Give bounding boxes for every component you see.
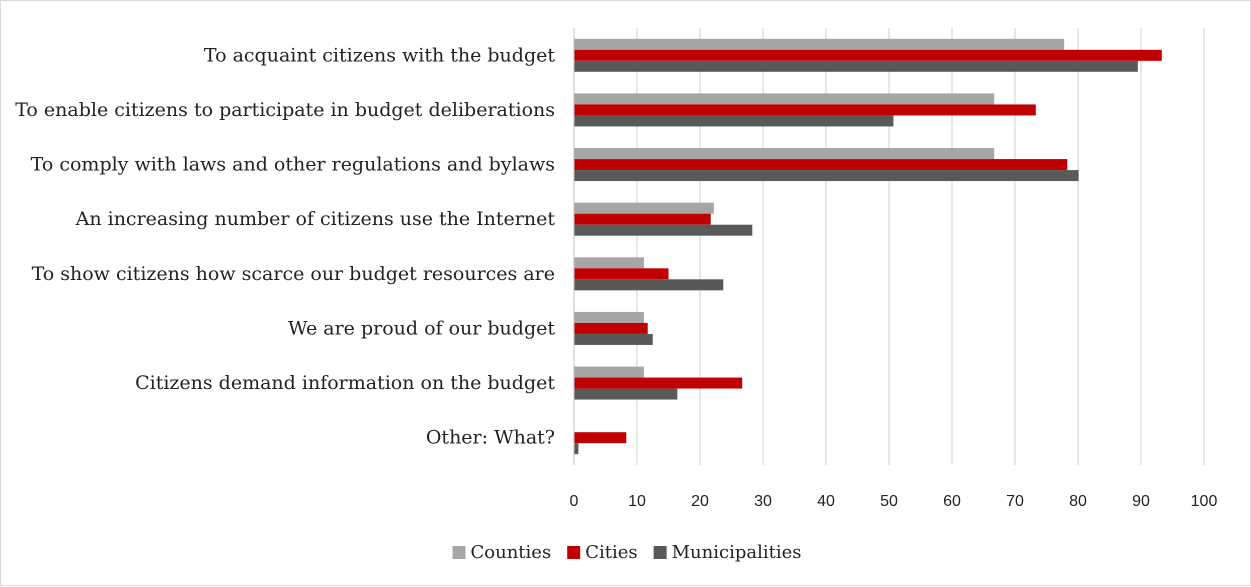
bar-counties — [574, 38, 1065, 50]
x-tick-label: 40 — [817, 493, 835, 510]
bar-counties — [574, 366, 644, 378]
bar-cities — [574, 49, 1162, 61]
bar-counties — [574, 257, 644, 269]
bar-municipalities — [574, 115, 894, 127]
bar-counties — [574, 311, 644, 323]
x-tick-label: 90 — [1132, 493, 1150, 510]
category-label: To enable citizens to participate in bud… — [15, 99, 555, 121]
x-tick-label: 70 — [1006, 493, 1024, 510]
x-tick-label: 80 — [1069, 493, 1087, 510]
bar-counties — [574, 93, 995, 105]
x-tick-label: 30 — [754, 493, 772, 510]
x-tick-label: 100 — [1191, 493, 1218, 510]
bar-municipalities — [574, 170, 1079, 182]
x-tick-label: 50 — [880, 493, 898, 510]
bar-counties — [574, 202, 714, 214]
bar-cities — [574, 268, 669, 280]
x-tick-label: 60 — [943, 493, 961, 510]
legend-swatch-counties — [452, 546, 466, 559]
bar-cities — [574, 377, 743, 389]
category-label: An increasing number of citizens use the… — [75, 208, 556, 230]
bar-cities — [574, 159, 1068, 171]
x-tick-label: 20 — [691, 493, 709, 510]
bar-counties — [574, 148, 995, 160]
category-label: To show citizens how scarce our budget r… — [32, 263, 555, 285]
bar-municipalities — [574, 388, 678, 400]
bar-municipalities — [574, 443, 579, 455]
bar-cities — [574, 322, 648, 334]
legend-label-municipalities: Municipalities — [672, 542, 802, 563]
x-tick-label: 0 — [570, 493, 579, 510]
bar-cities — [574, 213, 711, 225]
category-label: Citizens demand information on the budge… — [135, 372, 555, 394]
legend-label-cities: Cities — [585, 542, 637, 563]
bar-municipalities — [574, 333, 653, 345]
legend-swatch-municipalities — [653, 546, 667, 559]
category-label: To comply with laws and other regulation… — [31, 154, 555, 176]
bar-municipalities — [574, 224, 753, 236]
bar-cities — [574, 104, 1036, 116]
bar-municipalities — [574, 279, 724, 291]
bar-cities — [574, 432, 627, 444]
x-tick-label: 10 — [628, 493, 646, 510]
legend-swatch-cities — [567, 546, 581, 559]
bar-municipalities — [574, 60, 1138, 72]
category-label: To acquaint citizens with the budget — [204, 44, 555, 66]
category-label: Other: What? — [426, 427, 555, 449]
category-label: We are proud of our budget — [288, 317, 555, 339]
legend-label-counties: Counties — [471, 542, 552, 563]
